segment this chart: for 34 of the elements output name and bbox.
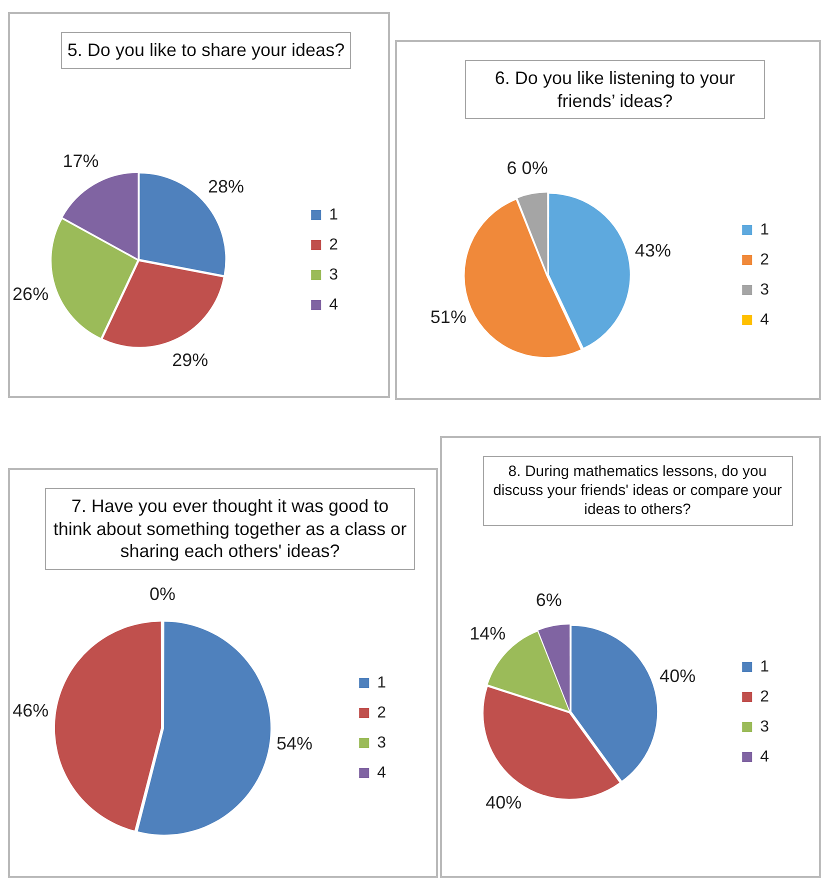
legend-label: 1 xyxy=(760,658,770,676)
text: 0% xyxy=(150,584,176,604)
legend-label: 1 xyxy=(329,206,338,224)
legend-label: 3 xyxy=(329,266,338,284)
data-label: 40% xyxy=(486,792,522,812)
legend-label: 4 xyxy=(329,296,338,314)
chart-title: 5. Do you like to share your ideas? xyxy=(61,32,351,68)
data-label: 26% xyxy=(12,284,49,304)
legend-label: 1 xyxy=(377,674,386,692)
legend-label: 2 xyxy=(329,236,338,254)
legend-label: 3 xyxy=(760,281,770,298)
legend-label: 4 xyxy=(760,311,770,328)
data-label: 54% xyxy=(276,734,313,754)
data-label: 6% xyxy=(536,590,562,610)
legend-label: 2 xyxy=(760,251,770,268)
data-label: 14% xyxy=(470,624,506,644)
legend-label: 3 xyxy=(760,718,770,736)
data-label: 29% xyxy=(172,350,208,370)
data-label: 40% xyxy=(660,666,696,686)
legend-label: 4 xyxy=(377,764,386,782)
data-label: 46% xyxy=(12,700,49,720)
data-label: 43% xyxy=(634,240,671,260)
chart-title: 7. Have you ever thought it was good to think about something together as a class or sharing each others' ideas? xyxy=(45,488,415,570)
legend-label: 3 xyxy=(377,734,386,752)
legend-label: 1 xyxy=(760,221,770,238)
legend-label: 4 xyxy=(760,748,770,766)
data-label: 17% xyxy=(62,151,99,172)
data-label: 51% xyxy=(430,306,466,327)
legend-label: 2 xyxy=(760,688,770,706)
legend-label: 2 xyxy=(377,704,386,722)
data-label: 6 0% xyxy=(506,158,548,178)
data-label: 28% xyxy=(208,176,244,197)
chart-title: 8. During mathematics lessons, do you discuss your friends' ideas or compare your ideas to others? xyxy=(482,456,792,526)
chart-title: 6. Do you like listening to your friends’ ideas? xyxy=(465,60,765,119)
